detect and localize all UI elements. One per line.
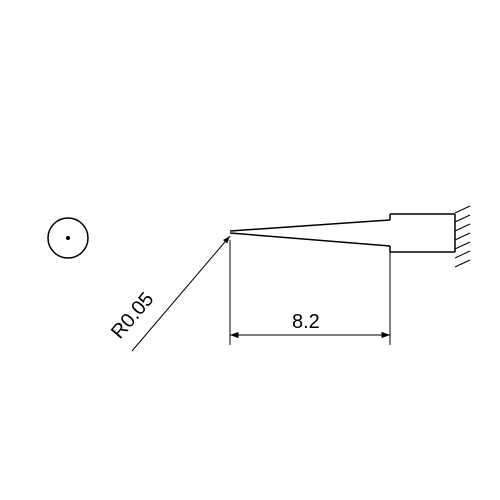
radius-label: R0.05 bbox=[107, 288, 158, 343]
length-label: 8.2 bbox=[292, 311, 320, 333]
